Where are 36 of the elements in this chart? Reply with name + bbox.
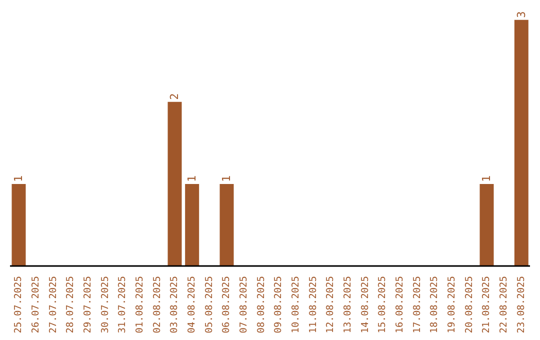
x-tick-label: 12.08.2025 bbox=[325, 276, 336, 334]
x-tick-label: 26.07.2025 bbox=[30, 276, 42, 334]
data-label: 1 bbox=[480, 175, 494, 182]
data-label: 1 bbox=[220, 175, 234, 182]
x-tick-label: 01.08.2025 bbox=[134, 276, 146, 334]
x-tick-label: 14.08.2025 bbox=[360, 276, 371, 334]
x-tick-label: 05.08.2025 bbox=[204, 276, 215, 334]
x-tick-label: 09.08.2025 bbox=[273, 276, 284, 334]
data-label: 1 bbox=[186, 175, 199, 182]
x-tick-label: 06.08.2025 bbox=[221, 276, 232, 334]
x-tick-label: 19.08.2025 bbox=[446, 276, 458, 334]
x-tick-label: 28.07.2025 bbox=[65, 276, 76, 334]
x-tick-label: 04.08.2025 bbox=[186, 276, 198, 334]
x-tick-label: 31.07.2025 bbox=[117, 276, 128, 334]
x-tick-label: 07.08.2025 bbox=[238, 276, 250, 334]
x-tick-label: 13.08.2025 bbox=[342, 276, 354, 334]
x-tick-label: 17.08.2025 bbox=[412, 276, 423, 334]
x-tick-label: 20.08.2025 bbox=[464, 276, 475, 334]
x-tick-label: 22.08.2025 bbox=[498, 276, 510, 334]
x-tick-label: 27.07.2025 bbox=[48, 276, 59, 334]
x-tick-label: 02.08.2025 bbox=[152, 276, 163, 334]
x-tick-label: 30.07.2025 bbox=[100, 276, 111, 334]
x-tick-label: 11.08.2025 bbox=[308, 276, 319, 334]
data-label: 1 bbox=[12, 175, 26, 182]
data-label: 2 bbox=[168, 93, 182, 100]
x-tick-label: 15.08.2025 bbox=[377, 276, 388, 334]
x-tick-label: 18.08.2025 bbox=[429, 276, 440, 334]
data-label: 3 bbox=[514, 11, 528, 18]
x-tick-label: 16.08.2025 bbox=[394, 276, 406, 334]
x-tick-label: 23.08.2025 bbox=[516, 276, 527, 334]
x-tick-label: 21.08.2025 bbox=[481, 276, 492, 334]
x-tick-label: 10.08.2025 bbox=[290, 276, 302, 334]
x-tick-label: 29.07.2025 bbox=[82, 276, 94, 334]
x-tick-label: 25.07.2025 bbox=[13, 276, 24, 334]
x-tick-label: 03.08.2025 bbox=[169, 276, 180, 334]
x-tick-label: 08.08.2025 bbox=[256, 276, 267, 334]
